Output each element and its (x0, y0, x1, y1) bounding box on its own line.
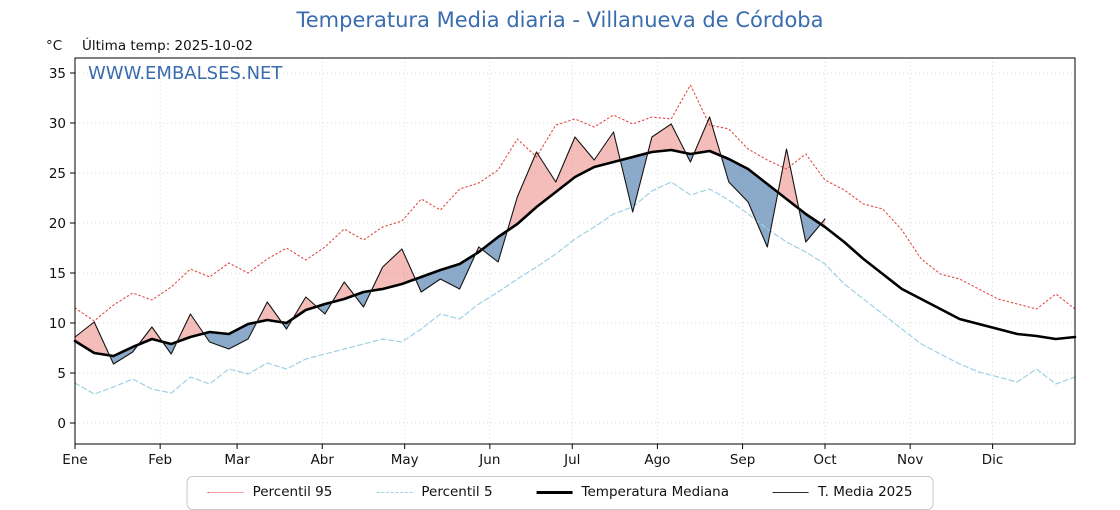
svg-text:May: May (391, 452, 419, 468)
svg-text:30: 30 (49, 116, 66, 132)
svg-text:Jun: Jun (478, 452, 500, 468)
legend-item-percentil-5: Percentil 5 (376, 484, 493, 500)
legend: Percentil 95 Percentil 5 Temperatura Med… (186, 476, 934, 510)
percentil-5-line-icon (376, 491, 413, 493)
legend-label-percentil-5: Percentil 5 (421, 484, 493, 500)
last-temp-label: Última temp: 2025-10-02 (82, 38, 254, 54)
chart-title: Temperatura Media diaria - Villanueva de… (296, 8, 824, 32)
svg-text:10: 10 (49, 316, 66, 332)
svg-text:5: 5 (57, 366, 66, 382)
svg-text:Ene: Ene (62, 452, 87, 468)
svg-text:Sep: Sep (730, 452, 755, 468)
svg-text:Mar: Mar (224, 452, 250, 468)
legend-label-mediana: Temperatura Mediana (581, 484, 729, 500)
temperatura-mediana-line-icon (536, 490, 573, 494)
svg-text:35: 35 (49, 66, 66, 82)
svg-text:Abr: Abr (311, 452, 335, 468)
svg-text:Feb: Feb (148, 452, 172, 468)
watermark: WWW.EMBALSES.NET (88, 63, 283, 84)
legend-item-mediana: Temperatura Mediana (536, 484, 729, 500)
legend-item-percentil-95: Percentil 95 (207, 484, 333, 500)
svg-text:Nov: Nov (897, 452, 923, 468)
temperature-chart: 0 5 10 15 20 25 30 35 Ene Feb Mar Abr May Jun Jul Ago Se… (49, 57, 1077, 468)
svg-text:25: 25 (49, 166, 66, 182)
y-axis-unit-label: °C (46, 38, 63, 54)
svg-text:Dic: Dic (982, 452, 1004, 468)
svg-text:15: 15 (49, 266, 66, 282)
legend-label-percentil-95: Percentil 95 (252, 484, 333, 500)
svg-text:Ago: Ago (644, 452, 670, 468)
svg-text:Jul: Jul (563, 452, 580, 468)
t-media-2025-line-icon (773, 491, 809, 493)
svg-text:0: 0 (57, 416, 66, 432)
percentil-95-line-icon (207, 491, 244, 493)
legend-item-media-2025: T. Media 2025 (773, 484, 912, 500)
legend-label-media-2025: T. Media 2025 (818, 484, 913, 500)
svg-text:Oct: Oct (813, 452, 836, 468)
svg-text:20: 20 (49, 216, 66, 232)
